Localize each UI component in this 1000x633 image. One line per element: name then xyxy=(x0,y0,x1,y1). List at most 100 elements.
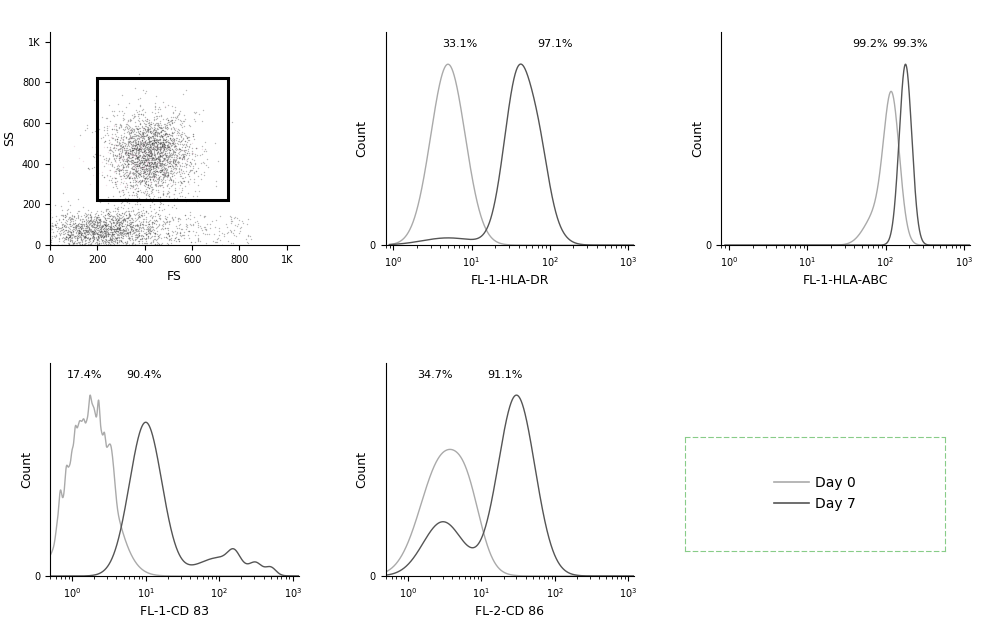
Point xyxy=(168,236,184,246)
Point xyxy=(88,227,104,237)
Point xyxy=(135,123,151,134)
Point xyxy=(159,147,175,158)
Point xyxy=(97,217,113,227)
Point xyxy=(133,225,149,235)
Point xyxy=(74,223,90,233)
Point xyxy=(107,129,123,139)
Point xyxy=(98,221,114,231)
Point xyxy=(131,113,147,123)
Point xyxy=(140,217,156,227)
Point xyxy=(98,230,114,241)
Point xyxy=(165,155,181,165)
Point xyxy=(123,171,139,181)
Point xyxy=(115,238,131,248)
Point xyxy=(147,142,163,153)
Point xyxy=(83,240,99,250)
Point xyxy=(132,218,148,229)
Point xyxy=(160,137,176,147)
Point xyxy=(161,158,177,168)
Point xyxy=(133,144,149,154)
Point xyxy=(88,220,104,230)
Point xyxy=(180,132,196,142)
Point xyxy=(74,222,90,232)
Point xyxy=(137,131,153,141)
Point xyxy=(157,219,173,229)
Point xyxy=(123,127,139,137)
Point xyxy=(102,211,118,221)
Point xyxy=(167,104,183,115)
Point xyxy=(72,227,88,237)
Point xyxy=(148,161,164,171)
Point xyxy=(86,219,102,229)
Point xyxy=(158,166,174,177)
Y-axis label: Count: Count xyxy=(20,451,33,488)
Point xyxy=(225,228,241,238)
Point xyxy=(160,228,176,238)
Point xyxy=(144,149,160,160)
Point xyxy=(115,151,131,161)
Point xyxy=(99,229,115,239)
Point xyxy=(198,239,214,249)
Point xyxy=(143,222,159,232)
Point xyxy=(115,215,131,225)
Point xyxy=(145,125,161,135)
Point xyxy=(101,135,117,146)
Point xyxy=(63,229,79,239)
Point xyxy=(97,224,113,234)
Point xyxy=(174,185,190,195)
Point xyxy=(98,220,114,230)
Point xyxy=(130,240,146,250)
Point xyxy=(180,144,196,154)
Point xyxy=(44,212,60,222)
Point xyxy=(155,137,171,147)
Point xyxy=(120,150,136,160)
Point xyxy=(135,216,151,227)
Point xyxy=(138,190,154,200)
Point xyxy=(104,215,120,225)
Point xyxy=(141,219,157,229)
Point xyxy=(134,163,150,173)
Point xyxy=(103,236,119,246)
Point xyxy=(123,154,139,165)
Point xyxy=(83,225,99,235)
Point xyxy=(81,223,97,233)
Point xyxy=(140,153,156,163)
Point xyxy=(148,153,164,163)
Point xyxy=(136,156,152,166)
Point xyxy=(158,214,174,224)
Point xyxy=(118,155,134,165)
Point xyxy=(161,142,177,152)
Point xyxy=(168,159,184,169)
Point xyxy=(122,210,138,220)
Point xyxy=(141,172,157,182)
Point xyxy=(175,177,191,187)
Point xyxy=(161,144,177,154)
Point xyxy=(42,227,58,237)
Point xyxy=(146,157,162,167)
Point xyxy=(123,231,139,241)
Point xyxy=(110,229,126,239)
Point xyxy=(136,157,152,167)
Point xyxy=(54,220,70,230)
Point xyxy=(136,146,152,156)
Point xyxy=(138,161,154,172)
Point xyxy=(125,220,141,230)
Point xyxy=(112,143,128,153)
Point xyxy=(168,203,184,213)
Point xyxy=(90,230,106,241)
Point xyxy=(109,110,125,120)
Point xyxy=(144,222,160,232)
Point xyxy=(155,155,171,165)
Point xyxy=(138,235,154,246)
Point xyxy=(144,139,160,149)
Point xyxy=(147,151,163,161)
Point xyxy=(137,137,153,147)
Point xyxy=(122,132,138,142)
Point xyxy=(54,233,70,243)
Point xyxy=(104,106,120,116)
Point xyxy=(114,228,130,238)
Point xyxy=(182,121,198,131)
Point xyxy=(175,230,191,240)
Point xyxy=(151,172,167,182)
Point xyxy=(143,164,159,174)
